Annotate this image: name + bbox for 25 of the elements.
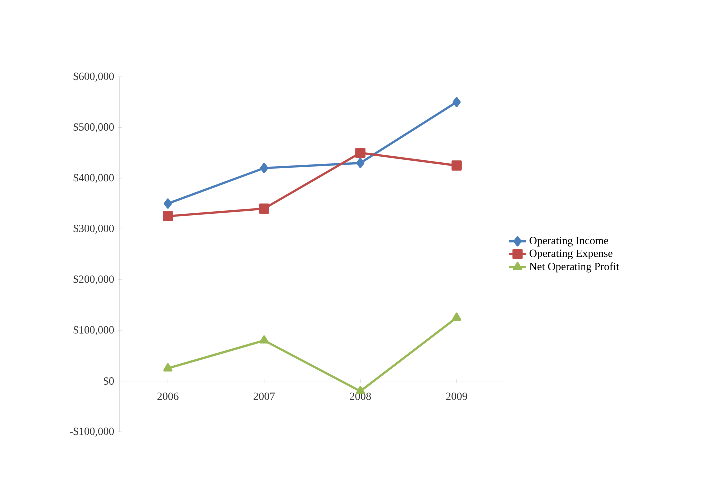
point [259,204,270,214]
y-tick-label: $100,000 [74,326,114,336]
point [452,97,461,108]
y-tick-label: $0 [104,376,114,386]
point [164,198,172,209]
point [164,364,173,372]
legend-label: Operating Income [530,237,608,247]
legend-label: Operating Expense [530,250,613,260]
point [260,163,268,174]
x-tick-label: 2009 [446,392,468,400]
point [260,336,269,344]
y-tick-label: $400,000 [74,174,114,184]
legend-label: Net Operating Profit [530,262,620,273]
y-tick-label: $200,000 [74,275,114,285]
point [452,312,462,321]
y-tick-label: $500,000 [74,122,114,133]
x-tick-label: 2006 [158,392,179,400]
point [356,158,365,168]
y-tick-label: -$100,000 [70,427,114,437]
point [452,160,462,171]
point [356,148,366,158]
x-tick-label: 2007 [254,392,276,400]
point [163,211,174,222]
y-tick-label: $300,000 [74,224,114,234]
y-tick-label: $600,000 [74,72,114,82]
